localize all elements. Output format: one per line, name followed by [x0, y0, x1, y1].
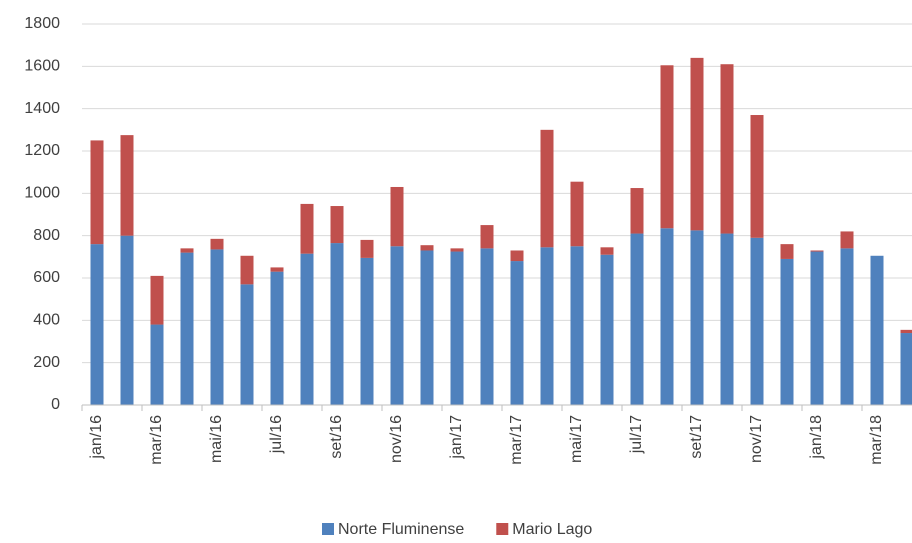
bar-segment [480, 225, 494, 249]
bar-segment [210, 249, 224, 405]
y-tick-label: 1800 [24, 15, 60, 32]
y-tick-label: 1400 [24, 100, 60, 117]
bar-segment [540, 129, 554, 248]
bar-segment [270, 267, 284, 272]
bar-segment [120, 235, 134, 405]
y-tick-label: 600 [33, 269, 60, 286]
bar-segment [720, 233, 734, 405]
x-tick-label: mar/17 [508, 415, 525, 465]
y-tick-label: 1200 [24, 142, 60, 159]
bar-segment [150, 324, 164, 405]
legend-swatch [496, 523, 509, 535]
bar-segment [660, 228, 674, 405]
bar-segment [210, 238, 224, 250]
bar-segment [510, 261, 524, 405]
bar-segment [90, 140, 104, 245]
x-tick-label: nov/16 [388, 415, 405, 463]
bar-segment [660, 65, 674, 229]
bar-segment [810, 251, 824, 405]
x-tick-label: jul/17 [628, 415, 645, 454]
bar-segment [900, 333, 912, 405]
bar-segment [900, 329, 912, 334]
x-tick-label: jul/16 [268, 415, 285, 454]
bar-segment [600, 254, 614, 405]
y-tick-label: 200 [33, 354, 60, 371]
bar-segment [390, 246, 404, 405]
bar-segment [300, 253, 314, 405]
y-tick-label: 1000 [24, 185, 60, 202]
bar-segment [540, 247, 554, 405]
x-tick-label: jan/18 [808, 415, 825, 460]
x-tick-label: mar/16 [148, 415, 165, 465]
x-tick-label: set/16 [328, 415, 345, 459]
bar-segment [630, 188, 644, 234]
bar-segment [180, 252, 194, 405]
bar-segment [840, 248, 854, 405]
legend-label: Norte Fluminense [338, 521, 464, 538]
bar-segment [750, 237, 764, 405]
bar-segment [300, 203, 314, 254]
bar-segment [330, 243, 344, 405]
bar-segment [750, 115, 764, 238]
bar-segment [150, 275, 164, 325]
bar-segment [420, 250, 434, 405]
y-tick-label: 0 [51, 396, 60, 413]
legend-swatch [322, 523, 334, 535]
bar-segment [570, 181, 584, 247]
bar-segment [630, 233, 644, 405]
bar-segment [120, 135, 134, 236]
bar-segment [810, 250, 824, 252]
x-tick-label: mai/16 [208, 415, 225, 463]
bar-segment [180, 248, 194, 253]
x-tick-label: mai/17 [568, 415, 585, 463]
legend-label: Mario Lago [512, 521, 592, 538]
bar-segment [360, 257, 374, 405]
y-tick-label: 1600 [24, 58, 60, 75]
x-tick-label: mar/18 [868, 415, 885, 465]
y-tick-label: 800 [33, 227, 60, 244]
bar-segment [570, 246, 584, 405]
bar-segment [780, 244, 794, 259]
bar-segment [840, 231, 854, 249]
bar-segment [690, 230, 704, 405]
bar-segment [390, 186, 404, 247]
bar-segment [480, 248, 494, 405]
bar-segment [450, 251, 464, 405]
bar-segment [600, 247, 614, 255]
legend: Norte Fluminense Mario Lago [322, 521, 592, 538]
bar-segment [270, 271, 284, 405]
bar-segment [360, 239, 374, 258]
bar-segment [420, 245, 434, 251]
bar-segment [780, 258, 794, 405]
bar-segment [330, 206, 344, 244]
bar-segment [510, 250, 524, 262]
x-tick-label: set/17 [688, 415, 705, 459]
bar-segment [690, 57, 704, 231]
bar-segment [720, 64, 734, 234]
x-tick-label: jan/17 [448, 415, 465, 460]
bar-segment [240, 284, 254, 405]
bar-segment [450, 248, 464, 252]
bar-segment [240, 255, 254, 285]
bar-segment [870, 255, 884, 405]
x-tick-label: nov/17 [748, 415, 765, 463]
bar-segment [90, 244, 104, 405]
y-tick-label: 400 [33, 312, 60, 329]
x-tick-label: jan/16 [88, 415, 105, 460]
